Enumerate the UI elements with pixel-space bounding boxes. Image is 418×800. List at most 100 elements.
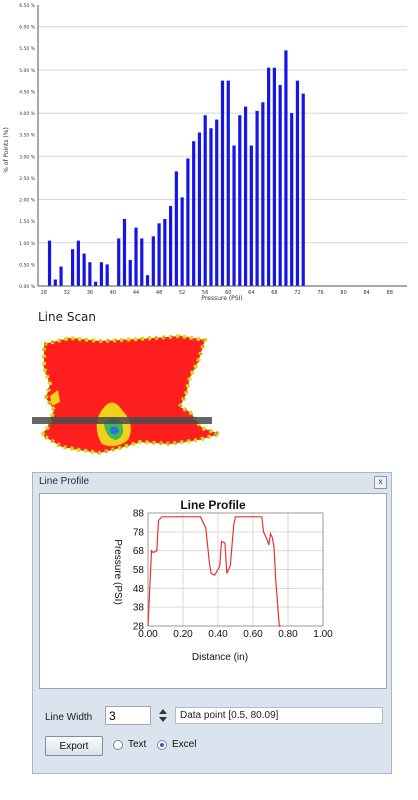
histogram-y-tick: 0.50 % bbox=[19, 262, 35, 268]
line-scan-title: Line Scan bbox=[38, 310, 96, 324]
histogram-bar bbox=[88, 262, 92, 286]
radio-excel-dot[interactable] bbox=[157, 739, 167, 750]
line-profile-y-tick: 48 bbox=[133, 584, 145, 595]
histogram-y-tick: 6.50 % bbox=[19, 3, 35, 9]
histogram-y-tick: 2.50 % bbox=[19, 176, 35, 182]
histogram-x-tick: 64 bbox=[248, 290, 254, 296]
panel-title: Line Profile bbox=[39, 476, 90, 487]
histogram-y-tick: 3.00 % bbox=[19, 154, 35, 160]
line-profile-x-tick: 0.60 bbox=[243, 629, 263, 640]
histogram-x-tick: 56 bbox=[202, 290, 208, 296]
histogram-bar bbox=[70, 249, 75, 286]
radio-excel[interactable]: Excel bbox=[157, 739, 196, 750]
histogram-bar bbox=[47, 240, 52, 286]
histogram-bar bbox=[82, 253, 86, 286]
histogram-bar bbox=[284, 50, 288, 287]
radio-text-dot[interactable] bbox=[113, 739, 123, 750]
histogram-x-tick: 28 bbox=[41, 290, 47, 296]
line-profile-panel: Line Profile x Line Profile 28 38 48 58 68 78… bbox=[32, 472, 392, 774]
histogram-bar bbox=[145, 275, 150, 286]
histogram-x-tick: 88 bbox=[387, 290, 393, 296]
histogram-chart: 0.00 % 0.50 % 1.00 % 1.50 % 2.00 % 2.50 % 3.00… bbox=[3, 3, 407, 302]
line-profile-y-tick: 28 bbox=[133, 622, 145, 633]
radio-text-label: Text bbox=[128, 739, 147, 750]
histogram-bar bbox=[122, 218, 127, 286]
histogram-x-tick: 84 bbox=[363, 290, 369, 296]
histogram-bar bbox=[180, 197, 184, 286]
line-profile-y-tick: 78 bbox=[133, 527, 145, 538]
scan-line[interactable] bbox=[32, 417, 212, 424]
histogram-bar bbox=[238, 115, 242, 286]
export-button[interactable]: Export bbox=[45, 736, 103, 756]
histogram-bar bbox=[215, 119, 219, 286]
pressure-map-edge-low bbox=[40, 335, 223, 454]
histogram-x-tick: 32 bbox=[64, 290, 70, 296]
histogram-bar bbox=[232, 145, 236, 286]
histogram-bar bbox=[209, 128, 213, 286]
histogram-bar bbox=[128, 260, 132, 286]
line-profile-x-tick: 0.20 bbox=[173, 629, 193, 640]
histogram-bar bbox=[301, 93, 305, 286]
line-width-spinner[interactable] bbox=[157, 707, 169, 725]
pressure-map-graphic bbox=[32, 333, 227, 456]
line-width-input[interactable] bbox=[105, 706, 151, 725]
pressure-map-fill bbox=[42, 336, 220, 453]
histogram-bar bbox=[117, 238, 121, 286]
histogram-bar bbox=[134, 227, 138, 286]
histogram-y-tick: 2.00 % bbox=[19, 198, 35, 204]
histogram-bar bbox=[169, 206, 173, 286]
pressure-map-blue-region bbox=[110, 426, 119, 435]
line-profile-plot: Line Profile 28 38 48 58 68 78 88 0.00 0.20 0.40… bbox=[39, 493, 387, 689]
radio-text[interactable]: Text bbox=[113, 739, 146, 750]
histogram-bar bbox=[186, 158, 190, 286]
histogram-x-tick: 44 bbox=[133, 290, 139, 296]
histogram-bar bbox=[53, 279, 57, 286]
histogram-bar bbox=[192, 141, 196, 286]
histogram-bar bbox=[249, 145, 253, 286]
spin-up-icon[interactable] bbox=[159, 709, 167, 714]
histogram-y-tick: 1.50 % bbox=[19, 219, 35, 225]
histogram-y-tick: 1.00 % bbox=[19, 241, 35, 247]
histogram-x-tick: 68 bbox=[271, 290, 277, 296]
histogram-bar bbox=[105, 264, 109, 286]
histogram-x-tick: 60 bbox=[225, 290, 231, 296]
close-icon[interactable]: x bbox=[374, 476, 387, 489]
histogram-bar bbox=[261, 102, 265, 287]
histogram-bar bbox=[203, 115, 207, 286]
histogram-y-axis-label: % of Points (%) bbox=[3, 127, 10, 173]
histogram-bar bbox=[226, 80, 230, 287]
pressure-map-left-patch bbox=[50, 390, 60, 406]
histogram-bar bbox=[267, 67, 271, 286]
line-profile-x-tick: 1.00 bbox=[313, 629, 333, 640]
line-profile-y-tick: 88 bbox=[133, 509, 145, 520]
histogram-bar bbox=[94, 281, 98, 286]
histogram-bar bbox=[220, 80, 225, 287]
histogram-x-tick: 72 bbox=[294, 290, 300, 296]
histogram-bar bbox=[272, 67, 276, 286]
histogram-y-tick: 4.50 % bbox=[19, 89, 35, 95]
histogram-x-axis-label: Pressure (PSI) bbox=[201, 295, 242, 302]
line-profile-x-tick: 0.00 bbox=[138, 629, 158, 640]
histogram-y-tick: 0.00 % bbox=[19, 284, 35, 290]
histogram-y-tick: 5.50 % bbox=[19, 46, 35, 52]
histogram-bar bbox=[243, 106, 248, 286]
line-profile-y-tick: 38 bbox=[133, 603, 145, 614]
pressure-map-edge bbox=[39, 333, 227, 456]
histogram-bar bbox=[76, 240, 80, 286]
spin-down-icon[interactable] bbox=[159, 717, 167, 722]
histogram-bar bbox=[163, 218, 167, 286]
histogram-bar bbox=[140, 238, 144, 286]
line-profile-x-axis-label: Distance (in) bbox=[192, 652, 248, 663]
histogram-bar bbox=[255, 110, 259, 287]
histogram-bar bbox=[290, 113, 294, 286]
histogram-bar bbox=[157, 223, 161, 286]
histogram-x-tick: 76 bbox=[317, 290, 323, 296]
histogram-x-tick: 40 bbox=[110, 290, 116, 296]
line-profile-plot-border bbox=[147, 512, 324, 627]
line-profile-chart: Line Profile 28 38 48 58 68 78 88 0.00 0.20 0.40… bbox=[112, 498, 333, 663]
histogram-bar bbox=[151, 236, 155, 286]
line-profile-y-axis-label: Pressure (PSI) bbox=[112, 539, 123, 605]
radio-excel-label: Excel bbox=[172, 739, 197, 750]
histogram-x-tick: 36 bbox=[87, 290, 93, 296]
histogram-bar bbox=[197, 132, 202, 286]
